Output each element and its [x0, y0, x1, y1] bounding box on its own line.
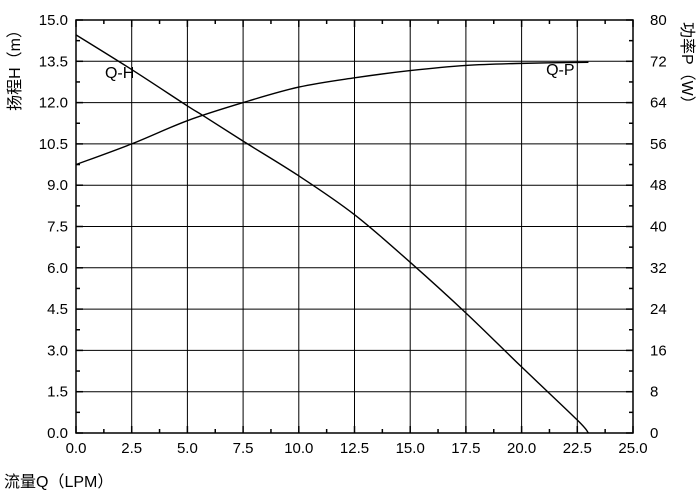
x-tick-label: 7.5	[233, 440, 254, 457]
y-right-tick-label: 8	[650, 384, 658, 401]
y-right-tick-label: 80	[650, 12, 667, 29]
y-right-tick-label: 56	[650, 136, 667, 153]
y-left-tick-label: 4.5	[47, 301, 68, 318]
y-axis-right-label: 功率P（W）	[678, 22, 696, 112]
y-right-tick-label: 72	[650, 53, 667, 70]
tick-labels: 0.0 2.5 5.0 7.5 10.0 12.5 15.0 17.5 20.0 22.5 25.0…	[39, 12, 667, 457]
x-tick-label: 10.0	[284, 440, 313, 457]
x-tick-label: 25.0	[618, 440, 647, 457]
series-line-q-p	[75, 61, 589, 166]
series-lines	[75, 34, 589, 434]
y-right-tick-label: 16	[650, 342, 667, 359]
grid	[75, 19, 634, 434]
annotation-q-p: Q-P	[546, 62, 574, 79]
y-right-tick-label: 32	[650, 260, 667, 277]
series-line-q-h	[75, 34, 589, 434]
plot-frame	[75, 19, 634, 434]
y-left-tick-label: 6.0	[47, 260, 68, 277]
y-left-tick-label: 10.5	[39, 136, 68, 153]
y-right-tick-label: 24	[650, 301, 667, 318]
x-tick-label: 2.5	[121, 440, 142, 457]
x-tick-label: 5.0	[177, 440, 198, 457]
y-left-tick-label: 15.0	[39, 12, 68, 29]
y-left-tick-label: 9.0	[47, 177, 68, 194]
x-tick-label: 20.0	[507, 440, 536, 457]
y-left-tick-label: 3.0	[47, 342, 68, 359]
y-left-tick-label: 0.0	[47, 425, 68, 442]
y-left-tick-label: 1.5	[47, 384, 68, 401]
x-tick-label: 15.0	[396, 440, 425, 457]
y-left-tick-label: 12.0	[39, 95, 68, 112]
x-tick-label: 22.5	[563, 440, 592, 457]
y-right-tick-label: 0	[650, 425, 658, 442]
x-tick-label: 17.5	[451, 440, 480, 457]
x-tick-label: 0.0	[66, 440, 87, 457]
y-axis-left-label: 扬程H（m）	[6, 22, 24, 111]
x-tick-label: 12.5	[340, 440, 369, 457]
y-right-tick-label: 48	[650, 177, 667, 194]
annotation-q-h: Q-H	[105, 65, 134, 82]
x-axis-label: 流量Q（LPM）	[4, 473, 113, 491]
y-right-tick-label: 40	[650, 219, 667, 236]
y-left-tick-label: 13.5	[39, 53, 68, 70]
y-left-tick-label: 7.5	[47, 219, 68, 236]
y-right-tick-label: 64	[650, 95, 667, 112]
